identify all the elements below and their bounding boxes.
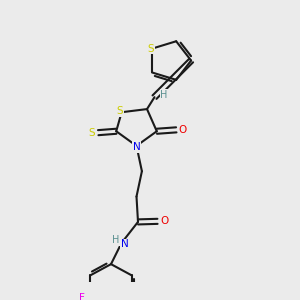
- Text: S: S: [147, 44, 154, 54]
- Text: H: H: [112, 235, 120, 245]
- Text: O: O: [160, 216, 168, 226]
- Text: O: O: [179, 125, 187, 135]
- Text: S: S: [117, 106, 124, 116]
- Text: N: N: [121, 239, 128, 249]
- Text: N: N: [133, 142, 140, 152]
- Text: F: F: [79, 293, 85, 300]
- Text: S: S: [88, 128, 95, 138]
- Text: H: H: [160, 90, 168, 100]
